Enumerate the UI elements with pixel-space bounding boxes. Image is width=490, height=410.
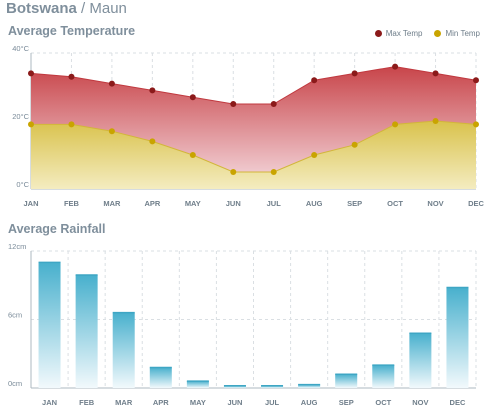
min-temp-point[interactable] — [28, 121, 34, 128]
temp-x-tick: MAR — [103, 199, 121, 208]
rainfall-bar[interactable] — [149, 367, 172, 388]
temp-y-tick: 20°C — [12, 112, 29, 121]
min-temp-area — [31, 121, 476, 189]
min-temp-point[interactable] — [351, 141, 358, 148]
min-temp-point[interactable] — [149, 138, 156, 145]
rain-x-tick: AUG — [301, 398, 318, 407]
temp-y-tick: 40°C — [12, 44, 29, 53]
rainfall-bar[interactable] — [372, 365, 395, 388]
rainfall-bar[interactable] — [75, 274, 98, 388]
max-temp-point[interactable] — [68, 73, 75, 80]
rain-y-tick: 6cm — [8, 311, 22, 320]
rain-x-tick: MAY — [190, 398, 206, 407]
min-temp-point[interactable] — [108, 128, 115, 135]
legend-label-min: Min Temp — [445, 29, 480, 38]
min-temp-point[interactable] — [473, 121, 479, 128]
max-temp-line — [30, 66, 477, 105]
rainfall-bar[interactable] — [298, 384, 321, 388]
rainfall-chart-title: Average Rainfall — [8, 222, 106, 236]
temp-y-tick: 0°C — [16, 180, 29, 189]
legend-label-max: Max Temp — [385, 29, 423, 38]
max-temp-point[interactable] — [473, 77, 479, 84]
rain-x-tick: OCT — [375, 398, 391, 407]
rainfall-bar[interactable] — [186, 381, 209, 388]
temp-x-tick: NOV — [427, 199, 443, 208]
temp-x-tick: DEC — [468, 199, 484, 208]
rain-x-tick: MAR — [115, 398, 133, 407]
title-separator: / — [76, 0, 90, 17]
max-temp-point[interactable] — [432, 70, 439, 77]
page-title: Botswana / Maun — [6, 0, 127, 17]
temp-x-tick: JAN — [23, 199, 38, 208]
max-temp-point[interactable] — [270, 101, 277, 107]
temp-x-tick: AUG — [306, 199, 323, 208]
rainfall-bar[interactable] — [409, 333, 432, 388]
max-temp-point[interactable] — [149, 87, 156, 94]
rain-x-tick: FEB — [79, 398, 95, 407]
rain-x-tick: DEC — [450, 398, 466, 407]
rain-x-tick: JUN — [227, 398, 242, 407]
temp-x-tick: FEB — [64, 199, 80, 208]
rainfall-bar[interactable] — [38, 262, 61, 388]
min-temp-point[interactable] — [311, 152, 318, 158]
legend-item-min: Min Temp — [434, 29, 480, 38]
max-temp-point[interactable] — [311, 77, 318, 84]
max-temp-point[interactable] — [392, 63, 399, 70]
min-temp-point[interactable] — [230, 169, 237, 175]
rain-y-tick: 0cm — [8, 379, 22, 388]
rainfall-bar[interactable] — [112, 312, 135, 388]
min-temp-point[interactable] — [68, 121, 75, 128]
city-name: Maun — [89, 0, 127, 17]
max-temp-point[interactable] — [28, 70, 34, 77]
rainfall-bar[interactable] — [335, 374, 358, 388]
rain-x-tick: SEP — [339, 398, 354, 407]
rain-y-tick: 12cm — [8, 242, 26, 251]
min-temp-point[interactable] — [189, 152, 196, 158]
max-temp-point[interactable] — [351, 70, 358, 77]
legend-dot-max — [374, 30, 382, 37]
temperature-chart: 0°C 20°C 40°C JAN FEB MAR APR MAY JUN JUL AUG SEP O… — [12, 44, 484, 208]
max-temp-point[interactable] — [230, 101, 237, 107]
rain-x-tick: JAN — [42, 398, 57, 407]
temp-x-tick: JUL — [267, 199, 282, 208]
legend-dot-min — [434, 30, 442, 37]
rainfall-bar[interactable] — [446, 287, 469, 388]
min-temp-point[interactable] — [270, 169, 277, 175]
temp-x-tick: OCT — [387, 199, 403, 208]
temp-x-tick: MAY — [185, 199, 201, 208]
min-temp-point[interactable] — [392, 121, 399, 128]
rainfall-bar[interactable] — [223, 385, 246, 388]
rain-x-tick: APR — [153, 398, 169, 407]
rain-x-tick: NOV — [412, 398, 428, 407]
temp-x-tick: JUN — [226, 199, 241, 208]
temp-x-tick: APR — [144, 199, 160, 208]
country-name: Botswana — [6, 0, 77, 17]
min-temp-point[interactable] — [432, 118, 439, 124]
temp-x-tick: SEP — [347, 199, 362, 208]
temperature-chart-title: Average Temperature — [8, 24, 136, 38]
max-temp-point[interactable] — [189, 94, 196, 101]
rainfall-bar[interactable] — [261, 385, 284, 388]
temperature-legend: Max Temp Min Temp — [374, 29, 480, 38]
min-temp-line — [31, 120, 477, 173]
max-temp-point[interactable] — [108, 80, 115, 87]
legend-item-max: Max Temp — [374, 29, 423, 38]
rain-x-tick: JUL — [265, 398, 280, 407]
